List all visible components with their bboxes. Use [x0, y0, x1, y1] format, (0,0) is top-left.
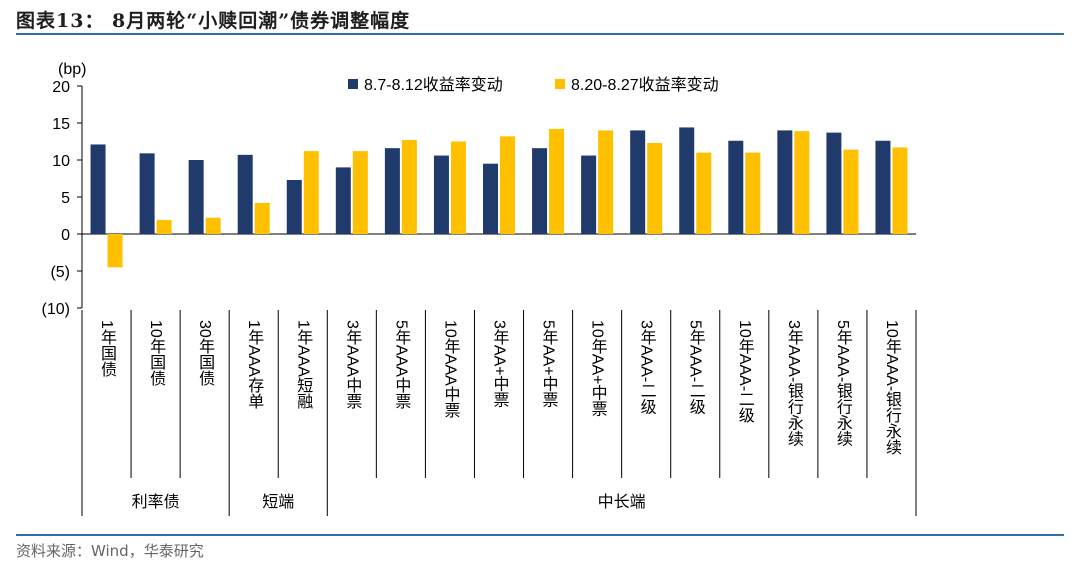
bar-series2: [205, 217, 221, 234]
bar-series1: [139, 153, 155, 234]
y-tick-label: 0: [61, 227, 70, 244]
bar-series1: [384, 148, 400, 234]
bar-series2: [254, 202, 270, 234]
bar-series1: [532, 148, 548, 234]
bar-series2: [156, 219, 172, 234]
x-category-label: 10年AAA-银行永续: [883, 320, 902, 455]
bar-series1: [777, 130, 793, 234]
y-tick-label: 10: [52, 153, 70, 170]
bar-series1: [728, 140, 744, 234]
bar-series1: [826, 132, 842, 234]
bar-series2: [500, 136, 515, 234]
x-category-label: 10年国债: [147, 320, 166, 386]
bar-series2: [352, 151, 368, 234]
x-category-label: 10年AA+中票: [589, 320, 608, 417]
bar-series2: [450, 141, 466, 234]
bar-series1: [286, 179, 302, 234]
x-category-label: 10年AAA-二级: [736, 320, 755, 423]
bar-series2: [892, 147, 908, 234]
bar-series2: [107, 234, 123, 268]
title-rule: [16, 33, 1064, 35]
y-tick-label: (10): [42, 301, 70, 318]
bar-series2: [303, 151, 319, 234]
bar-series2: [598, 130, 614, 234]
legend-label-series2: 8.20-8.27收益率变动: [571, 76, 719, 94]
y-tick-label: 15: [52, 116, 70, 133]
bar-series2: [647, 142, 663, 234]
group-label: 利率债: [132, 493, 180, 511]
bar-series1: [433, 155, 449, 234]
legend-swatch-series1: [348, 79, 358, 89]
bar-series1: [581, 155, 597, 234]
figure-title: 图表13： 8月两轮“小赎回潮”债券调整幅度: [16, 10, 411, 32]
x-category-label: 5年AAA中票: [392, 320, 411, 409]
bar-series2: [745, 152, 761, 234]
y-tick-label: (5): [50, 264, 70, 281]
bar-series2: [401, 140, 417, 234]
x-category-label: 1年国债: [98, 320, 117, 377]
x-category-label: 1年AAA短融: [294, 320, 313, 410]
x-category-label: 10年AAA中票: [441, 320, 460, 418]
bar-series2: [794, 131, 810, 234]
legend-swatch-series2: [555, 79, 565, 89]
bar-series1: [237, 154, 253, 234]
bar-series1: [483, 163, 498, 234]
bar-series1: [188, 160, 204, 234]
x-category-label: 5年AAA-银行永续: [834, 320, 853, 446]
group-label: 短端: [262, 493, 294, 511]
x-category-label: 5年AAA-二级: [687, 320, 706, 414]
bottom-rule: [16, 534, 1064, 536]
bar-series1: [630, 130, 646, 234]
bar-series1: [90, 144, 106, 234]
x-category-label: 3年AAA-二级: [638, 320, 657, 414]
bar-series1: [679, 127, 695, 234]
group-label: 中长端: [598, 493, 646, 511]
bar-series1: [335, 167, 351, 234]
x-category-label: 3年AAA中票: [343, 320, 362, 409]
bar-series2: [843, 149, 859, 234]
legend-label-series1: 8.7-8.12收益率变动: [364, 76, 503, 94]
y-tick-label: 20: [52, 79, 70, 96]
source-note: 资料来源：Wind，华泰研究: [16, 542, 204, 560]
x-category-label: 30年国债: [196, 320, 215, 386]
y-axis-unit: (bp): [58, 61, 86, 78]
x-category-label: 1年AAA存单: [245, 320, 264, 409]
x-category-label: 3年AAA-银行永续: [785, 320, 804, 446]
x-category-label: 5年AA+中票: [540, 320, 559, 408]
bar-series2: [549, 128, 565, 234]
y-tick-label: 5: [61, 190, 70, 207]
bar-series2: [696, 152, 712, 234]
bar-series1: [875, 140, 891, 234]
x-category-label: 3年AA+中票: [491, 320, 510, 408]
